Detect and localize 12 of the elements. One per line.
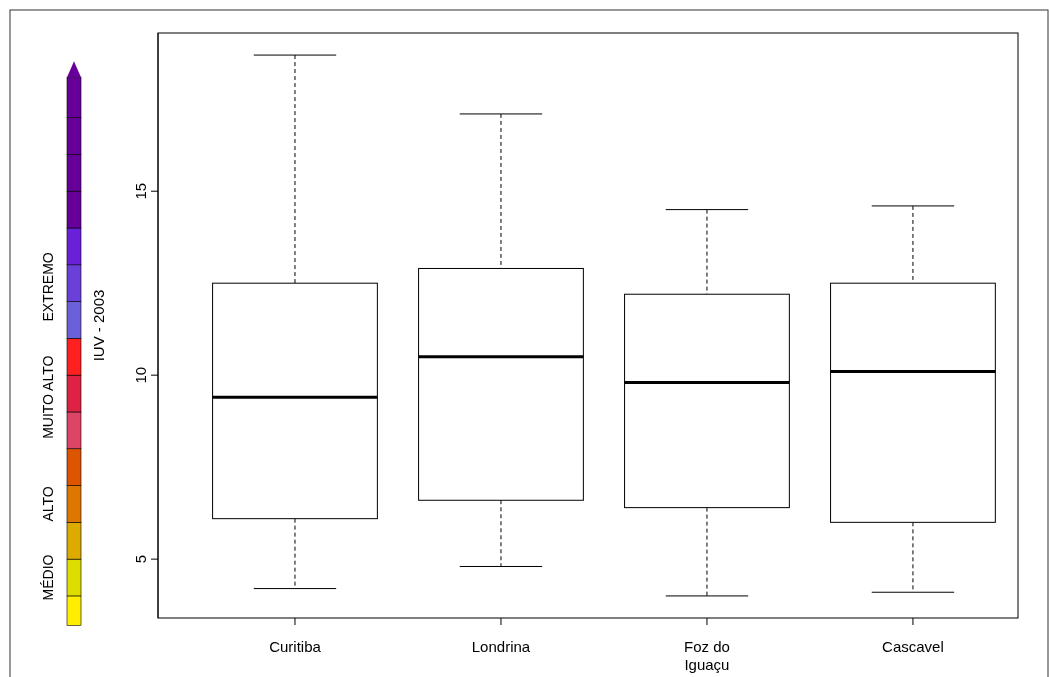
y-axis-title: IUV - 2003 [90,289,107,362]
text: EXTREMO [40,252,56,322]
y-tick-label: 10 [132,366,149,384]
y-tick-label: 15 [132,182,149,200]
text: ALTO [40,486,56,522]
x-tick-label: Londrina [471,638,531,655]
text: MUITO ALTO [40,355,56,439]
x-tick-label: Foz do Iguaçu [684,638,730,673]
x-tick-label: Curitiba [269,638,322,655]
x-tick-label: Cascavel [882,638,944,655]
y-tick-label: 5 [132,554,149,564]
text: MÉDIO [40,554,56,601]
